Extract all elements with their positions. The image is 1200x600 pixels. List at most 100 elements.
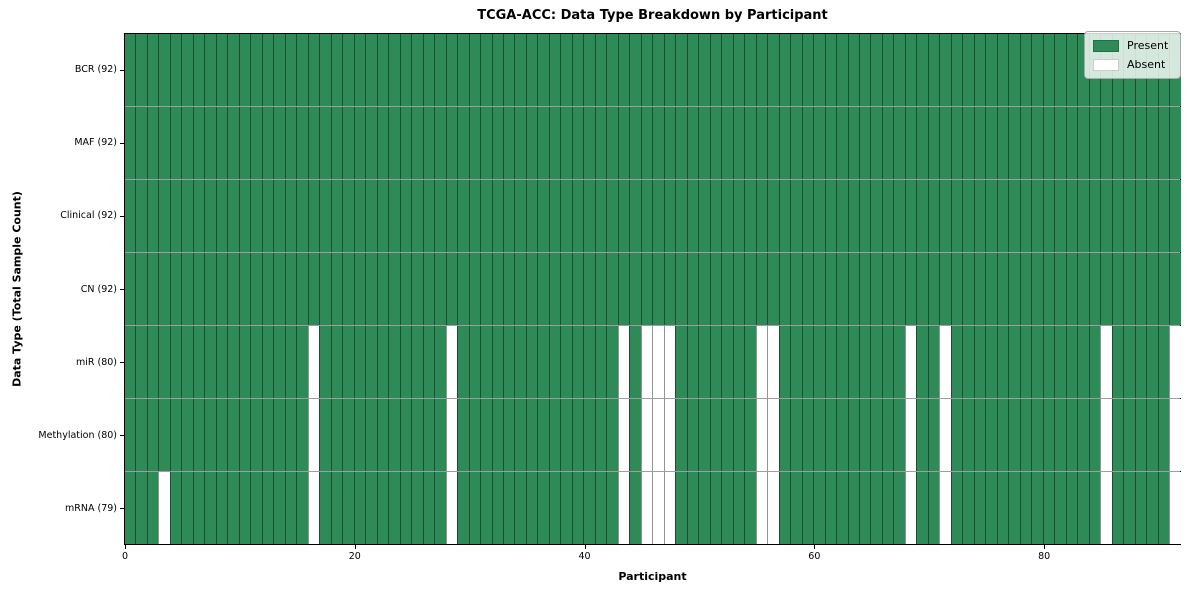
heatmap-cell-present	[342, 180, 354, 252]
heatmap-cell-present	[1169, 253, 1181, 325]
heatmap-cell-absent	[939, 472, 951, 544]
heatmap-cell-present	[330, 326, 343, 398]
heatmap-cell-present	[296, 472, 308, 544]
heatmap-cell-present	[411, 253, 423, 325]
heatmap-cell-present	[904, 253, 917, 325]
heatmap-cell-present	[1157, 180, 1170, 252]
heatmap-cell-present	[146, 399, 159, 471]
heatmap-cell-present	[502, 326, 515, 398]
heatmap-cell-present	[238, 326, 251, 398]
heatmap-cell-present	[468, 34, 481, 106]
heatmap-cell-present	[790, 472, 802, 544]
heatmap-cell-present	[571, 107, 584, 179]
heatmap-cell-present	[181, 180, 193, 252]
legend-item-absent: Absent	[1093, 58, 1172, 71]
heatmap-cell-present	[353, 253, 366, 325]
heatmap-cell-present	[514, 34, 526, 106]
heatmap-cell-present	[135, 253, 147, 325]
heatmap-cell-present	[548, 399, 561, 471]
heatmap-cell-present	[847, 34, 859, 106]
heatmap-cell-present	[744, 253, 756, 325]
heatmap-cell-present	[181, 107, 193, 179]
heatmap-cell-present	[962, 472, 974, 544]
heatmap-cell-present	[663, 253, 676, 325]
heatmap-cell-present	[525, 472, 538, 544]
heatmap-row	[125, 471, 1181, 544]
heatmap-cell-present	[548, 253, 561, 325]
heatmap-cell-present	[583, 34, 595, 106]
heatmap-cell-present	[847, 399, 859, 471]
heatmap-cell-present	[1123, 253, 1135, 325]
heatmap-cell-present	[296, 180, 308, 252]
heatmap-cell-present	[767, 253, 779, 325]
heatmap-cell-present	[1088, 399, 1101, 471]
heatmap-cell-present	[985, 472, 997, 544]
heatmap-cell-present	[125, 399, 136, 471]
heatmap-cell-present	[847, 253, 859, 325]
heatmap-cell-present	[859, 253, 871, 325]
heatmap-cell-present	[1065, 253, 1078, 325]
heatmap-cell-present	[296, 107, 308, 179]
heatmap-cell-present	[881, 34, 894, 106]
heatmap-cell-present	[273, 472, 285, 544]
heatmap-cell-present	[548, 180, 561, 252]
heatmap-cell-present	[307, 107, 320, 179]
heatmap-cell-absent	[617, 472, 630, 544]
heatmap-cell-present	[927, 107, 940, 179]
heatmap-cell-present	[502, 107, 515, 179]
heatmap-cell-present	[950, 472, 963, 544]
heatmap-cell-present	[916, 472, 928, 544]
heatmap-cell-present	[135, 399, 147, 471]
heatmap-cell-present	[927, 253, 940, 325]
heatmap-cell-present	[1077, 107, 1089, 179]
heatmap-cell-present	[192, 107, 205, 179]
heatmap-cell-present	[847, 107, 859, 179]
heatmap-cell-present	[813, 107, 825, 179]
heatmap-cell-present	[698, 326, 710, 398]
heatmap-cell-present	[125, 326, 136, 398]
heatmap-cell-present	[525, 180, 538, 252]
heatmap-cell-present	[1111, 399, 1124, 471]
heatmap-cell-present	[594, 472, 607, 544]
heatmap-cell-absent	[755, 326, 768, 398]
heatmap-cell-present	[480, 253, 492, 325]
heatmap-row	[125, 325, 1181, 398]
heatmap-cell-present	[365, 180, 377, 252]
heatmap-cell-present	[480, 34, 492, 106]
heatmap-cell-present	[939, 180, 951, 252]
heatmap-cell-present	[755, 253, 768, 325]
heatmap-cell-present	[778, 107, 791, 179]
heatmap-cell-present	[434, 34, 446, 106]
heatmap-cell-present	[629, 180, 641, 252]
heatmap-cell-present	[319, 180, 331, 252]
heatmap-cell-present	[250, 253, 262, 325]
heatmap-cell-present	[548, 472, 561, 544]
heatmap-cell-present	[296, 34, 308, 106]
heatmap-cell-present	[836, 107, 848, 179]
heatmap-cell-present	[1146, 326, 1158, 398]
heatmap-cell-present	[457, 472, 469, 544]
heatmap-cell-present	[996, 326, 1009, 398]
heatmap-cell-present	[181, 34, 193, 106]
heatmap-cell-present	[1169, 107, 1181, 179]
heatmap-cell-present	[169, 253, 182, 325]
heatmap-cell-present	[261, 472, 274, 544]
heatmap-cell-present	[146, 326, 159, 398]
heatmap-cell-present	[491, 34, 503, 106]
heatmap-cell-present	[158, 399, 170, 471]
heatmap-cell-present	[525, 253, 538, 325]
heatmap-cell-absent	[904, 472, 917, 544]
heatmap-cell-present	[399, 180, 412, 252]
heatmap-cell-present	[388, 34, 400, 106]
heatmap-cell-present	[468, 472, 481, 544]
heatmap-cell-present	[709, 326, 722, 398]
heatmap-cell-present	[204, 253, 216, 325]
heatmap-cell-present	[250, 326, 262, 398]
heatmap-cell-present	[663, 107, 676, 179]
heatmap-cell-present	[192, 472, 205, 544]
heatmap-cell-present	[904, 34, 917, 106]
heatmap-cell-present	[411, 180, 423, 252]
heatmap-cell-present	[571, 180, 584, 252]
heatmap-cell-present	[824, 399, 837, 471]
heatmap-cell-present	[571, 399, 584, 471]
